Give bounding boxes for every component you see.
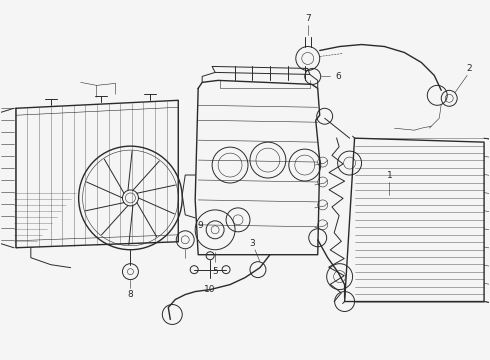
Text: 2: 2 — [466, 64, 472, 73]
Text: 9: 9 — [197, 221, 203, 230]
Text: 1: 1 — [387, 171, 392, 180]
Text: 10: 10 — [204, 285, 216, 294]
Text: 7: 7 — [305, 14, 311, 23]
Text: 5: 5 — [212, 267, 218, 276]
Text: 6: 6 — [336, 72, 342, 81]
Text: 3: 3 — [249, 239, 255, 248]
Text: 8: 8 — [127, 290, 133, 299]
